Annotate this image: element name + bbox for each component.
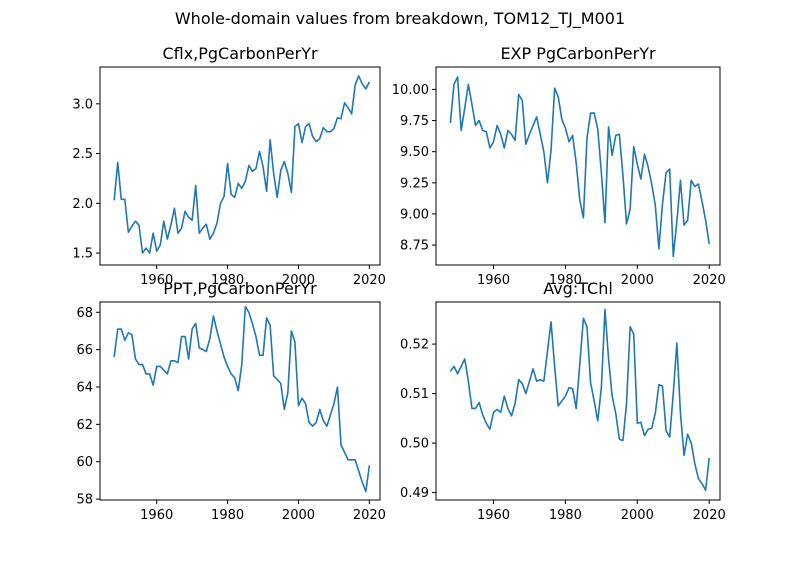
x-tick-label: 2020	[693, 508, 726, 523]
y-tick-label: 58	[76, 493, 93, 508]
y-tick-label: 68	[76, 306, 93, 321]
panel-ppt: PPT,PgCarbonPerYr 1960 1980 2000 2020 58 60 62 6…	[76, 279, 385, 523]
axes-frame	[435, 66, 721, 266]
series-line	[113, 75, 371, 254]
y-tick-label: 9.75	[400, 114, 429, 129]
x-tick-label: 1960	[477, 508, 510, 523]
x-tick-label: 1980	[549, 508, 582, 523]
y-tick-label: 66	[76, 343, 93, 358]
y-tick-label: 9.50	[400, 145, 429, 160]
y-tick-label: 0.52	[400, 338, 429, 353]
x-tick-label: 2020	[353, 273, 386, 288]
x-tick-label: 2000	[282, 508, 315, 523]
x-tick-label: 1960	[477, 273, 510, 288]
x-tick-label: 2000	[282, 273, 315, 288]
series-line	[449, 76, 711, 258]
x-tick-label: 1980	[211, 273, 244, 288]
x-tick-label: 1960	[140, 508, 173, 523]
figure-title: Whole-domain values from breakdown, TOM1…	[175, 9, 625, 29]
y-tick-label: 0.51	[400, 387, 429, 402]
x-tick-label: 1960	[140, 273, 173, 288]
y-tick-label: 9.25	[400, 176, 429, 191]
x-tick-label: 2000	[621, 508, 654, 523]
panel-title: PPT,PgCarbonPerYr	[163, 279, 317, 298]
panel-title: Cflx,PgCarbonPerYr	[162, 44, 318, 63]
axes-frame	[99, 301, 381, 501]
y-tick-label: 8.75	[400, 239, 429, 254]
y-tick-label: 64	[76, 380, 93, 395]
y-tick-label: 1.5	[72, 247, 93, 262]
y-tick-label: 60	[76, 455, 93, 470]
x-tick-label: 1980	[549, 273, 582, 288]
panel-title: Avg:TChl	[543, 279, 613, 298]
x-tick-label: 2020	[693, 273, 726, 288]
series-line	[113, 305, 371, 493]
x-tick-label: 2000	[621, 273, 654, 288]
panel-title: EXP PgCarbonPerYr	[500, 44, 656, 63]
y-tick-label: 10.00	[392, 83, 429, 98]
y-tick-label: 9.00	[400, 207, 429, 222]
series-line	[449, 308, 711, 491]
x-tick-label: 1980	[211, 508, 244, 523]
panel-exp: EXP PgCarbonPerYr 1960 1980 2000 2020 8.75 9.0…	[392, 44, 726, 288]
y-tick-label: 2.0	[72, 197, 93, 212]
axes-frame	[435, 301, 721, 501]
axes-frame	[99, 66, 381, 266]
y-tick-label: 62	[76, 418, 93, 433]
y-tick-label: 0.49	[400, 486, 429, 501]
panel-tchl: Avg:TChl 1960 1980 2000 2020 0.49 0.50 0.51 0.52	[400, 279, 726, 523]
y-tick-label: 2.5	[72, 147, 93, 162]
x-tick-label: 2020	[353, 508, 386, 523]
y-tick-label: 0.50	[400, 437, 429, 452]
panel-cflx: Cflx,PgCarbonPerYr 1960 1980 2000 2020 1.5 2.0…	[72, 44, 386, 288]
y-tick-label: 3.0	[72, 97, 93, 112]
